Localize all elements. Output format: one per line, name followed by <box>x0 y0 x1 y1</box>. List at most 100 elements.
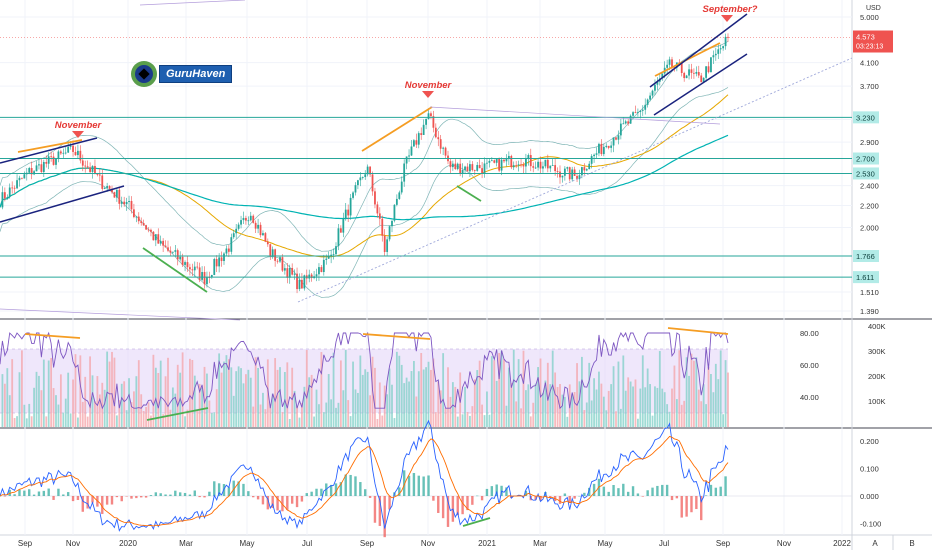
volume-bar <box>142 411 145 427</box>
macd-histogram-bar <box>286 496 289 510</box>
macd-histogram-bar <box>665 484 669 496</box>
volume-bar <box>94 401 96 427</box>
candle-body <box>644 104 647 110</box>
volume-bar <box>510 383 513 427</box>
macd-histogram-bar <box>110 496 114 505</box>
volume-bar <box>420 352 423 427</box>
candle-body <box>403 163 406 182</box>
volume-bar <box>249 377 252 427</box>
candle-body <box>656 81 659 85</box>
volume-bar <box>113 357 116 427</box>
volume-bar <box>133 391 135 427</box>
macd-histogram-bar <box>685 496 688 517</box>
volume-bar <box>391 384 393 427</box>
volume-bar <box>262 392 264 427</box>
candle-body <box>683 72 686 79</box>
candle-body <box>344 209 347 219</box>
candle-body <box>167 247 169 251</box>
candle-body <box>537 161 539 168</box>
time-label: Jul <box>302 539 312 548</box>
candle-body <box>223 253 225 262</box>
volume-bar <box>103 389 106 427</box>
macd-histogram-bar <box>149 495 153 496</box>
candle-body <box>627 121 630 124</box>
candle-body <box>573 169 576 176</box>
volume-bar <box>719 350 722 427</box>
volume-bar <box>378 382 381 427</box>
volume-bar <box>196 411 199 427</box>
volume-bar <box>305 350 308 427</box>
candle-body <box>366 166 369 175</box>
volume-bar <box>624 390 627 427</box>
volume-bar <box>120 383 123 427</box>
macd-histogram-bar <box>310 491 313 496</box>
macd-histogram-bar <box>354 476 357 496</box>
candle-body <box>103 187 106 189</box>
volume-bar <box>30 416 33 427</box>
rsi-divergence-4 <box>667 327 729 335</box>
bottom-trendline <box>0 308 241 321</box>
macd-histogram-bar <box>563 493 567 496</box>
candle-body <box>724 36 727 47</box>
volume-bar <box>685 357 688 427</box>
macd-histogram-bar <box>368 496 372 498</box>
macd-histogram-bar <box>402 470 406 496</box>
rsi-divergence-1 <box>24 333 81 339</box>
candle-body <box>86 166 89 168</box>
volume-bar <box>171 387 174 427</box>
volume-bar <box>439 390 442 427</box>
volume-bar <box>35 371 38 427</box>
volume-bar <box>388 368 391 427</box>
candle-body <box>322 259 325 273</box>
macd-histogram-bar <box>290 496 294 504</box>
candle-body <box>451 163 454 168</box>
candle-body <box>727 36 729 38</box>
candle-body <box>566 167 569 169</box>
volume-bar <box>339 360 342 427</box>
candle-body <box>89 167 91 172</box>
candle-body <box>108 186 111 189</box>
volume-bar <box>556 387 559 427</box>
macd-histogram-bar <box>631 486 635 496</box>
candle-body <box>588 163 591 170</box>
volume-bar <box>559 384 561 427</box>
candle-body <box>529 155 532 167</box>
candle-body <box>695 72 698 74</box>
candle-body <box>249 215 252 221</box>
candle-body <box>393 204 396 221</box>
macd-histogram-bar <box>456 496 459 516</box>
candle-body <box>147 229 150 231</box>
volume-bar <box>675 399 678 427</box>
macd-histogram-bar <box>140 496 143 498</box>
volume-bar <box>415 396 418 427</box>
candle-body <box>79 150 82 161</box>
volume-bar <box>644 387 647 427</box>
volume-bar <box>678 350 681 427</box>
macd-histogram-bar <box>247 491 250 496</box>
volume-bar <box>47 360 50 427</box>
candle-body <box>13 187 16 189</box>
candle-body <box>291 268 294 275</box>
volume-bar <box>74 354 77 427</box>
macd-histogram-bar <box>213 481 216 496</box>
volume-bar <box>656 387 659 427</box>
volume-bar <box>101 382 104 427</box>
candle-body <box>69 145 72 147</box>
candle-body <box>525 158 527 167</box>
volume-bar <box>374 367 376 427</box>
axis-button-b: B <box>909 539 914 548</box>
macd-histogram-bar <box>471 496 474 505</box>
macd-histogram-bar <box>490 486 494 496</box>
candle-body <box>507 155 510 159</box>
macd-histogram-bar <box>617 488 620 496</box>
candle-body <box>145 225 147 230</box>
volume-bar <box>646 368 649 427</box>
time-label: Sep <box>716 539 731 548</box>
volume-bar <box>607 390 610 427</box>
candle-body <box>361 177 364 178</box>
volume-bar <box>303 386 306 427</box>
macd-histogram-bar <box>86 496 89 509</box>
macd-histogram-bar <box>266 496 270 510</box>
volume-bar <box>525 390 527 427</box>
